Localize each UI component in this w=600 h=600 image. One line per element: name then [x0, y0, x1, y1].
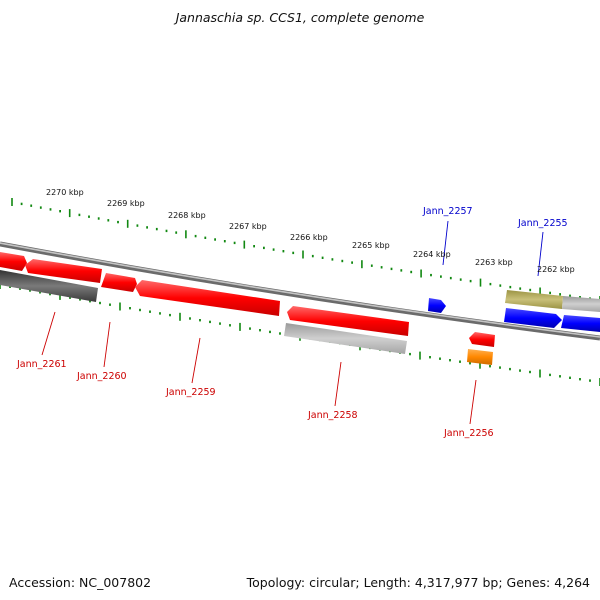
- gene-label-jann-2261[interactable]: Jann_2261: [16, 359, 67, 370]
- outer-scale: [11, 198, 600, 304]
- gene-feature-jann-2257[interactable]: [428, 298, 446, 313]
- gene-label-jann-2256[interactable]: Jann_2256: [443, 428, 494, 439]
- gene-feature-jann-2254-gray[interactable]: [562, 296, 600, 312]
- gene-label-jann-2260[interactable]: Jann_2260: [76, 371, 127, 382]
- gene-feature-jann-2261-gray[interactable]: [0, 270, 98, 302]
- gene-label-jann-2257[interactable]: Jann_2257: [422, 206, 473, 217]
- genome-backbone: [0, 241, 600, 341]
- gene-feature-jann-2259[interactable]: [135, 280, 280, 316]
- scale-label-2264: 2264 kbp: [413, 250, 451, 259]
- scale-label-2266: 2266 kbp: [290, 233, 328, 242]
- gene-label-jann-2258[interactable]: Jann_2258: [307, 410, 358, 421]
- gene-feature-jann-2261[interactable]: [25, 259, 102, 283]
- leader-lines: [41, 220, 544, 425]
- genome-backbone-highlight: [0, 242, 600, 338]
- scale-label-2269: 2269 kbp: [107, 199, 145, 208]
- scale-label-2262: 2262 kbp: [537, 265, 575, 274]
- gene-feature-jann-2258-gray[interactable]: [284, 323, 407, 354]
- gene-label-jann-2255[interactable]: Jann_2255: [517, 218, 568, 229]
- gene-feature-jann-2256-orange[interactable]: [467, 349, 493, 365]
- scale-label-2263: 2263 kbp: [475, 258, 513, 267]
- scale-label-2270: 2270 kbp: [46, 188, 84, 197]
- scale-label-2268: 2268 kbp: [168, 211, 206, 220]
- genome-stats-text: Topology: circular; Length: 4,317,977 bp…: [246, 575, 590, 590]
- gene-feature-jann-2254[interactable]: [561, 315, 600, 332]
- gene-label-jann-2259[interactable]: Jann_2259: [165, 387, 216, 398]
- gene-feature-jann-2262-partial[interactable]: [0, 252, 27, 271]
- gene-feature-jann-2255[interactable]: [504, 308, 562, 328]
- gene-feature-jann-2260[interactable]: [101, 273, 137, 292]
- gene-feature-jann-2258[interactable]: [287, 306, 409, 336]
- map-title: Jannaschia sp. CCS1, complete genome: [175, 10, 425, 25]
- gene-feature-jann-2255-olive[interactable]: [505, 290, 563, 309]
- gene-feature-jann-2256[interactable]: [469, 332, 495, 347]
- accession-text: Accession: NC_007802: [9, 575, 152, 590]
- scale-label-2265: 2265 kbp: [352, 241, 390, 250]
- scale-label-2267: 2267 kbp: [229, 222, 267, 231]
